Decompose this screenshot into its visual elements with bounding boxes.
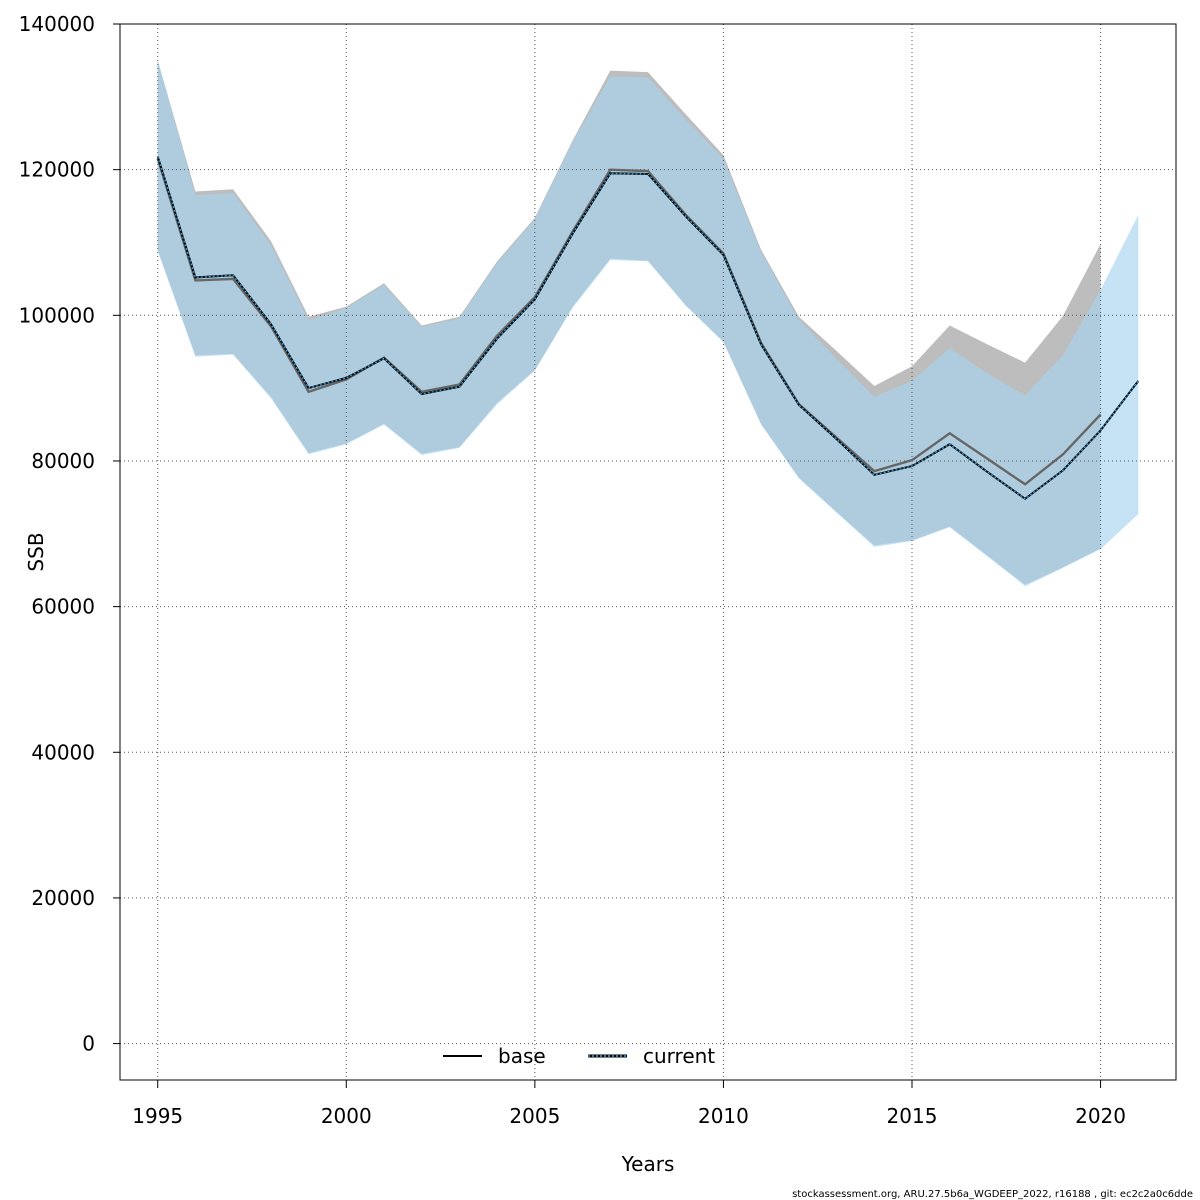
band-current <box>157 60 1139 587</box>
x-tick-label: 1995 <box>132 1104 183 1128</box>
y-tick-label: 100000 <box>19 303 95 327</box>
y-axis-title: SSB <box>24 532 48 571</box>
y-tick-label: 120000 <box>19 158 95 182</box>
x-tick-label: 2020 <box>1075 1104 1126 1128</box>
y-tick-label: 20000 <box>31 886 95 910</box>
series-line-base <box>156 158 1102 486</box>
x-tick-label: 2000 <box>321 1104 372 1128</box>
x-tick-label: 2015 <box>887 1104 938 1128</box>
series-lines <box>156 156 1140 501</box>
y-tick-label: 60000 <box>31 595 95 619</box>
x-axis-title: Years <box>621 1152 675 1176</box>
y-axis-ticks: 0 20000 40000 60000 80000 100000 120000 140000 <box>19 12 120 1056</box>
uncertainty-bands <box>157 60 1139 587</box>
legend: base current <box>443 1044 715 1068</box>
x-tick-label: 2005 <box>509 1104 560 1128</box>
y-tick-label: 0 <box>82 1032 95 1056</box>
x-axis-ticks: 1995 2000 2005 2010 2015 2020 <box>132 1080 1126 1128</box>
legend-label-base: base <box>498 1044 546 1068</box>
x-tick-label: 2010 <box>698 1104 749 1128</box>
legend-label-current: current <box>643 1044 715 1068</box>
y-tick-label: 80000 <box>31 449 95 473</box>
y-tick-label: 140000 <box>19 12 95 36</box>
footer-credit: stockassessment.org, ARU.27.5b6a_WGDEEP_… <box>792 1189 1193 1200</box>
plot-frame <box>119 23 1177 1081</box>
series-line-current <box>157 156 1139 500</box>
y-tick-label: 40000 <box>31 740 95 764</box>
